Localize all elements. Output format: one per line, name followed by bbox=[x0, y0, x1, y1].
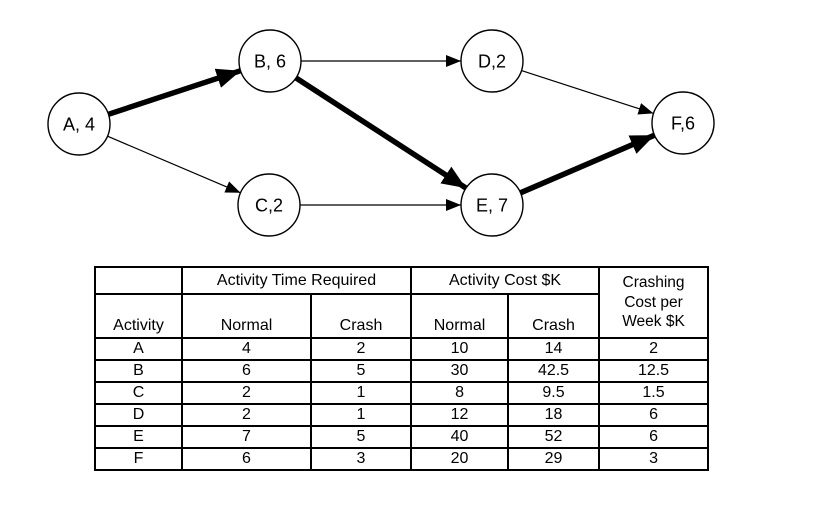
corner-cell bbox=[94, 266, 183, 295]
node-label-E: E, 7 bbox=[476, 195, 508, 215]
node-circle-B bbox=[238, 29, 302, 93]
value-cell: 8 bbox=[410, 381, 510, 405]
crashing-cost-header: Crashing Cost per Week $K bbox=[598, 266, 710, 339]
nodes-layer: A, 4 B, 6 C,2 D,2 E, 7 F,6 bbox=[47, 29, 715, 237]
value-cell: 10 bbox=[410, 337, 510, 361]
value-cell: 40 bbox=[410, 425, 510, 449]
group-header-time: Activity Time Required bbox=[180, 266, 413, 295]
edge-B-E bbox=[294, 75, 468, 191]
value-cell: 12 bbox=[410, 403, 510, 427]
edges-layer bbox=[107, 55, 656, 211]
edge-A-C bbox=[107, 135, 241, 194]
value-cell: 2 bbox=[309, 337, 413, 361]
node-F: F,6 bbox=[651, 91, 715, 155]
node-A: A, 4 bbox=[47, 92, 111, 156]
group-header-row: Activity Time Required Activity Cost $K … bbox=[94, 266, 710, 339]
node-label-A: A, 4 bbox=[63, 114, 95, 134]
column-header-time-normal: Normal bbox=[181, 293, 312, 339]
value-cell: 12.5 bbox=[598, 359, 710, 383]
value-cell: 5 bbox=[309, 359, 413, 383]
value-cell: 5 bbox=[309, 425, 413, 449]
value-cell: 2 bbox=[181, 381, 312, 405]
value-cell: 1.5 bbox=[598, 381, 710, 405]
value-cell: 2 bbox=[181, 403, 312, 427]
table-body: A 4 2 10 14 2 B 6 5 30 42.5 12.5 C 2 1 8 9.5 1.5 D 2 1 12 18 6 E… bbox=[94, 337, 710, 471]
value-cell: 6 bbox=[598, 403, 710, 427]
column-header-row: Activity Normal Crash Normal Crash bbox=[94, 293, 708, 339]
table-row-D: D 2 1 12 18 6 bbox=[94, 403, 710, 427]
activity-cell: A bbox=[94, 337, 183, 361]
node-circle-A bbox=[47, 92, 111, 156]
value-cell: 29 bbox=[507, 447, 601, 471]
value-cell: 2 bbox=[598, 337, 710, 361]
table-row-E: E 7 5 40 52 6 bbox=[94, 425, 710, 449]
node-label-C: C,2 bbox=[255, 195, 283, 215]
value-cell: 52 bbox=[507, 425, 601, 449]
node-D: D,2 bbox=[460, 29, 524, 93]
activity-cell: C bbox=[94, 381, 183, 405]
node-label-B: B, 6 bbox=[254, 51, 286, 71]
activity-network-diagram: A, 4 B, 6 C,2 D,2 E, 7 F,6 bbox=[47, 29, 715, 237]
column-header-activity: Activity bbox=[94, 293, 183, 339]
column-header-time-crash: Crash bbox=[309, 293, 413, 339]
edge-A-B bbox=[107, 68, 242, 117]
activity-crashing-table: Activity Time Required Activity Cost $K … bbox=[94, 266, 710, 471]
value-cell: 6 bbox=[181, 359, 312, 383]
value-cell: 3 bbox=[598, 447, 710, 471]
edge-E-F bbox=[519, 132, 656, 196]
table-row-C: C 2 1 8 9.5 1.5 bbox=[94, 381, 710, 405]
group-header-cost: Activity Cost $K bbox=[410, 266, 601, 295]
value-cell: 6 bbox=[181, 447, 312, 471]
edge-D-F bbox=[521, 70, 654, 115]
value-cell: 6 bbox=[598, 425, 710, 449]
value-cell: 42.5 bbox=[507, 359, 601, 383]
value-cell: 14 bbox=[507, 337, 601, 361]
node-E: E, 7 bbox=[460, 173, 524, 237]
node-C: C,2 bbox=[237, 173, 301, 237]
activity-cell: F bbox=[94, 447, 183, 471]
node-circle-F bbox=[651, 91, 715, 155]
node-circle-C bbox=[237, 173, 301, 237]
node-circle-E bbox=[460, 173, 524, 237]
node-B: B, 6 bbox=[238, 29, 302, 93]
activity-cell: B bbox=[94, 359, 183, 383]
value-cell: 30 bbox=[410, 359, 510, 383]
value-cell: 18 bbox=[507, 403, 601, 427]
value-cell: 9.5 bbox=[507, 381, 601, 405]
table-row-B: B 6 5 30 42.5 12.5 bbox=[94, 359, 710, 383]
value-cell: 7 bbox=[181, 425, 312, 449]
node-label-D: D,2 bbox=[478, 51, 506, 71]
column-header-cost-crash: Crash bbox=[507, 293, 601, 339]
value-cell: 20 bbox=[410, 447, 510, 471]
value-cell: 4 bbox=[181, 337, 312, 361]
activity-cell: E bbox=[94, 425, 183, 449]
activity-cell: D bbox=[94, 403, 183, 427]
node-circle-D bbox=[460, 29, 524, 93]
table-row-F: F 6 3 20 29 3 bbox=[94, 447, 710, 471]
value-cell: 3 bbox=[309, 447, 413, 471]
column-header-cost-normal: Normal bbox=[410, 293, 510, 339]
node-label-F: F,6 bbox=[671, 113, 695, 133]
value-cell: 1 bbox=[309, 381, 413, 405]
table-row-A: A 4 2 10 14 2 bbox=[94, 337, 710, 361]
value-cell: 1 bbox=[309, 403, 413, 427]
